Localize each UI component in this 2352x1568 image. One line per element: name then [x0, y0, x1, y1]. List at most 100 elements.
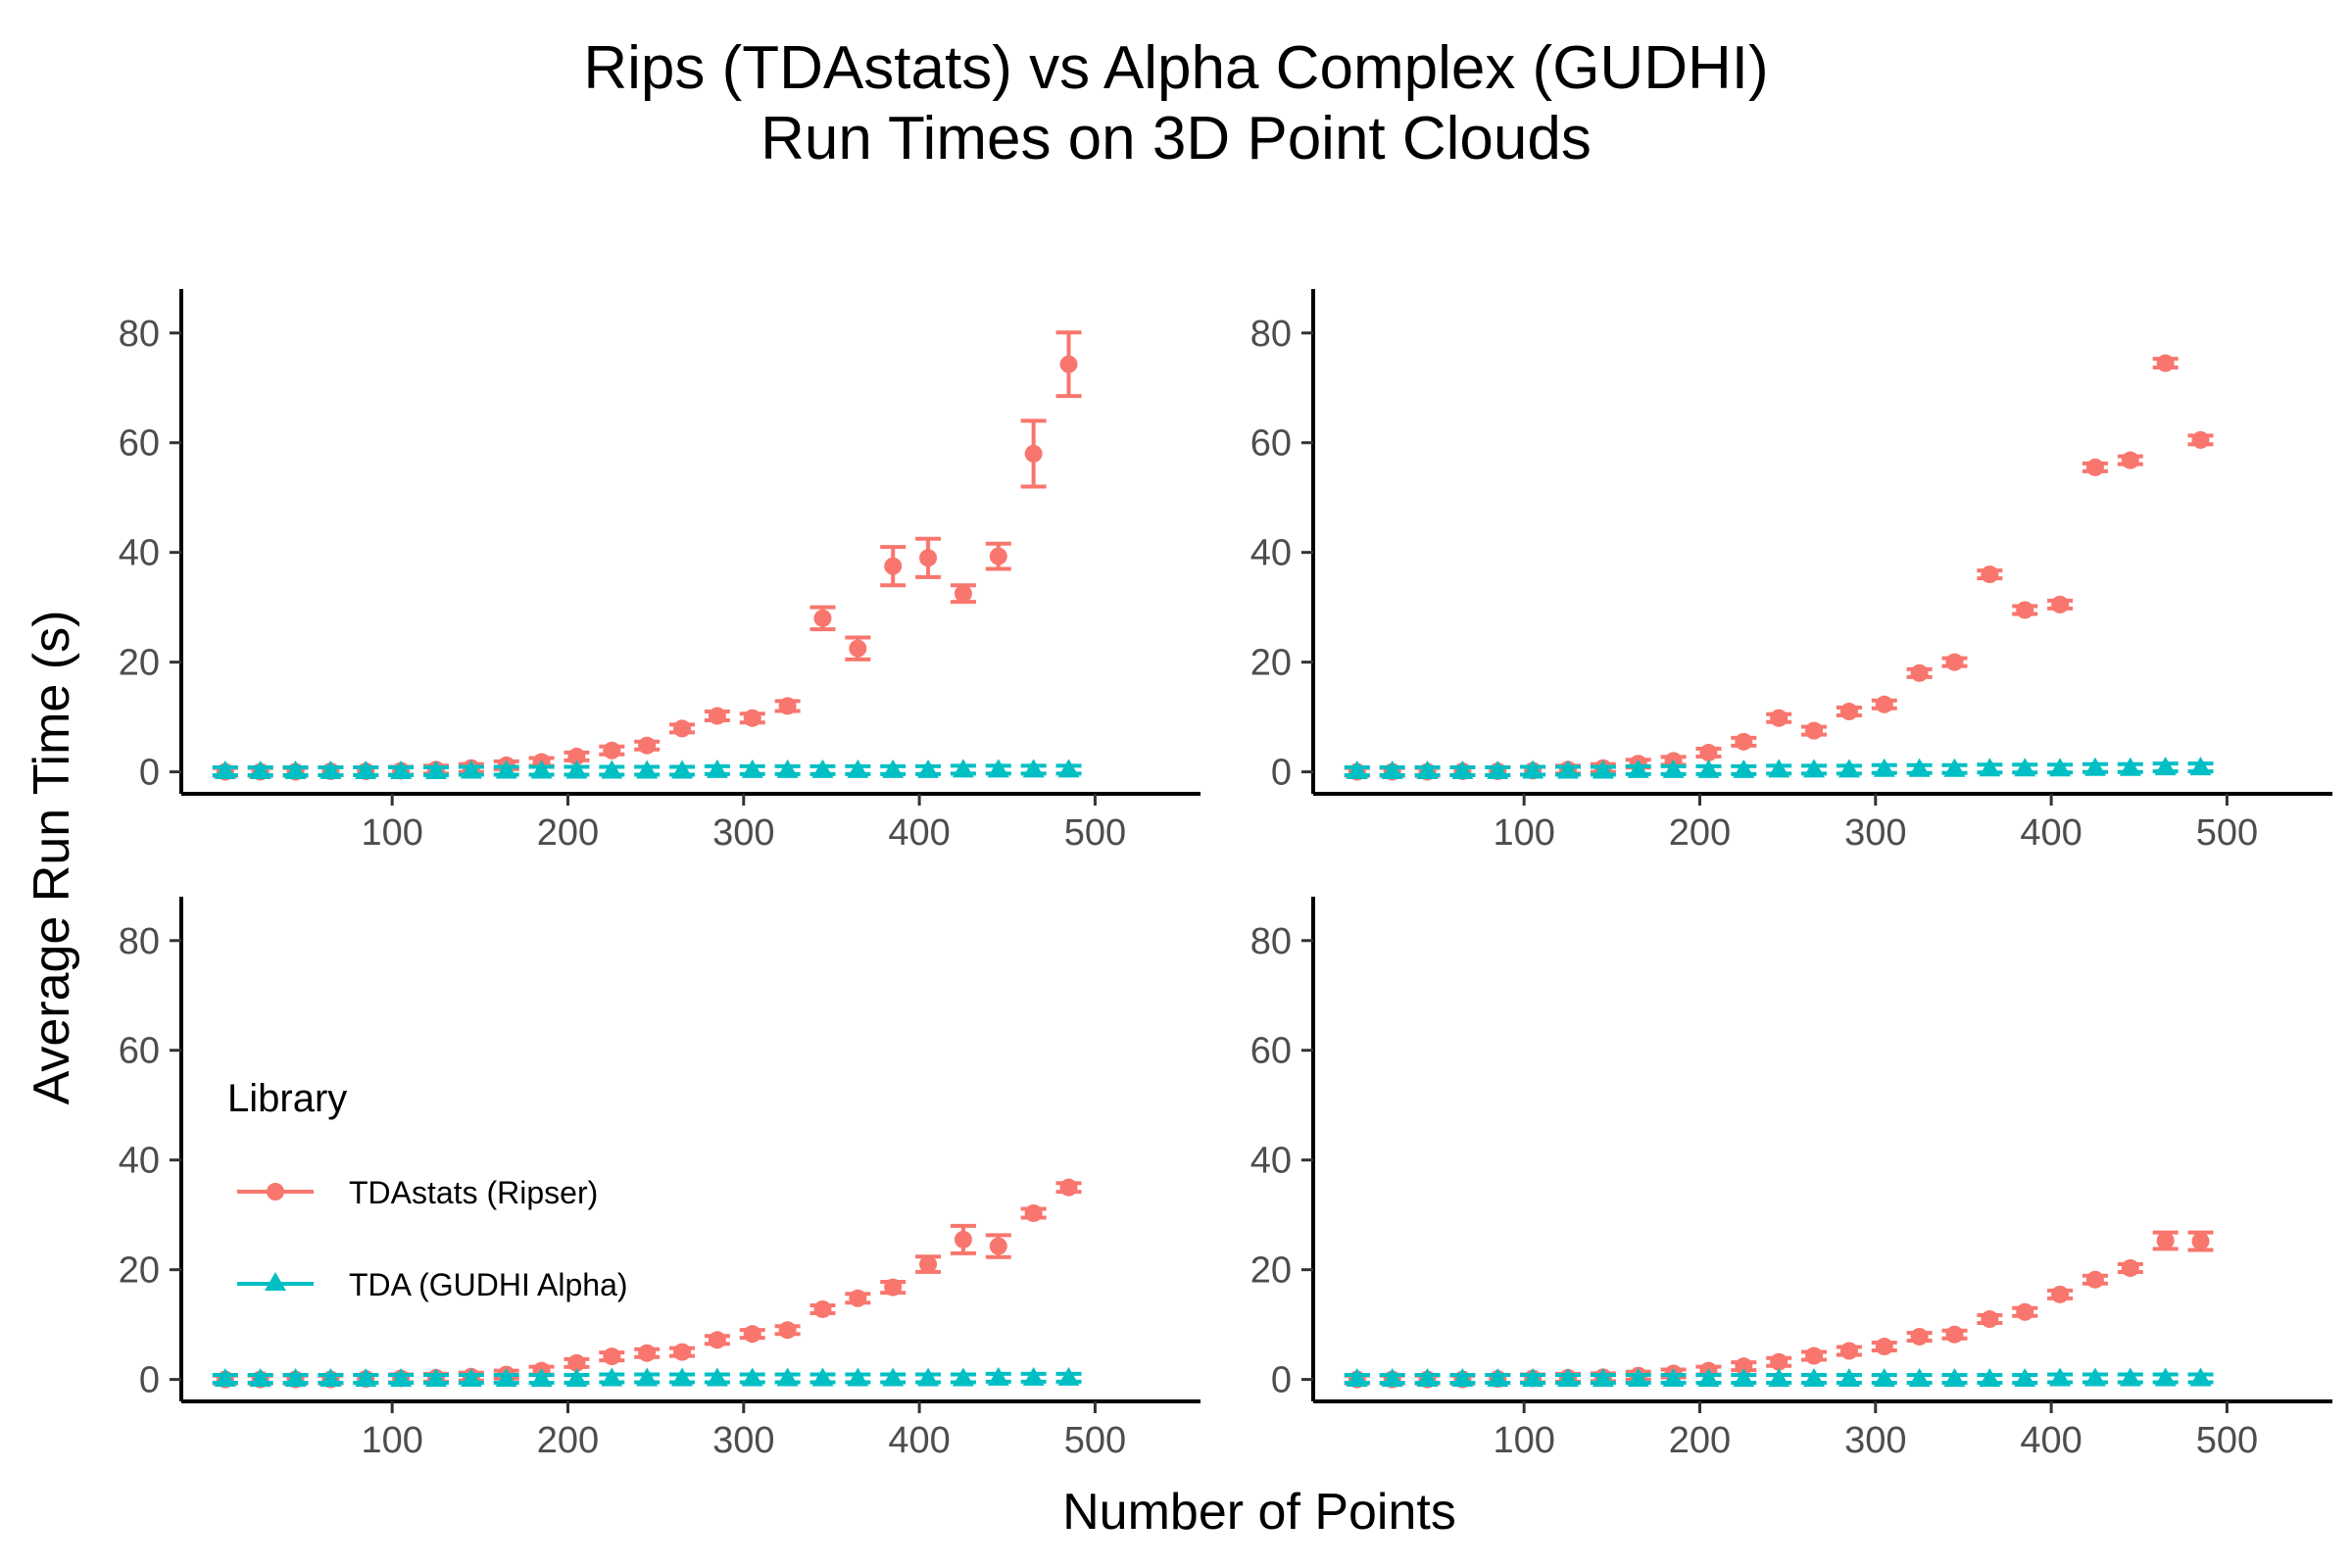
y-tick-label: 20 — [119, 643, 160, 684]
data-point-triangle — [1522, 760, 1544, 779]
y-tick-label: 0 — [1271, 1360, 1292, 1401]
data-point-triangle — [1803, 759, 1826, 778]
data-point-circle — [638, 1344, 657, 1362]
data-point-triangle — [2049, 1367, 2072, 1387]
data-point-triangle — [1487, 760, 1509, 780]
data-point-triangle — [882, 759, 905, 778]
data-point-triangle — [1908, 1368, 1931, 1388]
data-point-triangle — [2083, 1367, 2106, 1387]
data-point-circle — [919, 549, 938, 567]
data-point-circle — [1839, 1342, 1858, 1360]
data-point-circle — [849, 639, 867, 658]
data-point-circle — [2051, 595, 2070, 613]
data-point-circle — [1875, 1338, 1893, 1356]
data-point-circle — [603, 741, 621, 760]
data-point-circle — [884, 557, 903, 575]
data-point-triangle — [249, 760, 271, 780]
data-point-triangle — [741, 1367, 763, 1387]
data-point-circle — [1945, 1325, 1964, 1344]
x-tick-label: 400 — [888, 812, 950, 854]
data-point-circle — [567, 1353, 586, 1372]
data-point-triangle — [425, 760, 447, 780]
data-point-triangle — [776, 1367, 799, 1387]
panel-3: 0 20 40 60 80 100 200 300 400 500 — [119, 897, 1200, 1461]
data-point-triangle — [1662, 759, 1685, 778]
data-point-circle — [2191, 430, 2210, 449]
series-gudhi — [212, 759, 1082, 780]
data-point-triangle — [776, 759, 799, 778]
data-point-triangle — [1908, 758, 1931, 777]
y-tick-label: 0 — [1271, 753, 1292, 794]
data-point-triangle — [1557, 760, 1579, 779]
data-point-triangle — [1697, 759, 1720, 778]
data-point-circle — [1875, 695, 1893, 713]
data-point-triangle — [1522, 1368, 1544, 1388]
data-point-circle — [2121, 1258, 2139, 1277]
data-point-triangle — [565, 760, 588, 779]
data-point-triangle — [601, 1367, 623, 1387]
data-point-circle — [603, 1348, 621, 1366]
data-point-triangle — [741, 759, 763, 778]
data-point-triangle — [284, 760, 307, 780]
y-tick-label: 20 — [119, 1250, 160, 1292]
data-point-triangle — [811, 759, 834, 778]
data-point-triangle — [1733, 759, 1755, 778]
data-point-circle — [778, 697, 797, 715]
data-point-circle — [2016, 1302, 2034, 1321]
data-point-circle — [2085, 1270, 2104, 1289]
data-point-circle — [743, 1325, 761, 1344]
data-point-triangle — [1346, 760, 1368, 780]
legend-label-ripser: TDAstats (Ripser) — [349, 1175, 598, 1210]
data-point-triangle — [917, 1367, 940, 1387]
data-point-circle — [1735, 1357, 1753, 1376]
data-point-circle — [1981, 1310, 1999, 1329]
data-point-circle — [1945, 653, 1964, 671]
panel-4: 0 20 40 60 80 100 200 300 400 500 — [1250, 897, 2332, 1461]
data-point-triangle — [987, 759, 1009, 778]
x-tick-label: 300 — [712, 1420, 774, 1461]
data-point-circle — [813, 1299, 832, 1318]
y-tick-label: 80 — [119, 314, 160, 355]
data-point-circle — [1805, 721, 1824, 740]
data-point-triangle — [882, 1367, 905, 1387]
y-tick-label: 60 — [1250, 1031, 1292, 1072]
series-ripser — [1344, 1230, 2214, 1389]
data-point-circle — [708, 1331, 726, 1349]
data-point-triangle — [214, 760, 236, 780]
y-axis-title: Average Run Time (s) — [24, 611, 80, 1105]
y-tick-label: 20 — [1250, 643, 1292, 684]
data-point-circle — [1839, 703, 1858, 721]
data-point-circle — [1910, 663, 1929, 682]
data-point-circle — [2121, 451, 2139, 469]
y-tick-label: 40 — [119, 533, 160, 574]
data-point-triangle — [2189, 1367, 2212, 1387]
data-point-triangle — [2014, 758, 2036, 777]
y-tick-label: 40 — [119, 1141, 160, 1182]
data-point-circle — [2191, 1232, 2210, 1250]
series-ripser — [212, 1178, 1082, 1389]
y-tick-label: 60 — [1250, 423, 1292, 465]
x-tick-label: 400 — [888, 1420, 950, 1461]
legend: Library TDAstats (Ripser) TDA (GUDHI Alp… — [227, 1077, 628, 1302]
y-tick-label: 20 — [1250, 1250, 1292, 1292]
data-point-circle — [849, 1289, 867, 1307]
data-point-circle — [1770, 1352, 1788, 1371]
data-point-triangle — [1838, 1368, 1860, 1388]
data-point-triangle — [1487, 1368, 1509, 1388]
data-point-circle — [813, 609, 832, 627]
x-tick-label: 300 — [1844, 812, 1906, 854]
x-tick-label: 200 — [537, 1420, 599, 1461]
legend-label-gudhi: TDA (GUDHI Alpha) — [349, 1267, 628, 1302]
data-point-triangle — [2014, 1368, 2036, 1388]
data-point-triangle — [1768, 759, 1790, 778]
data-point-triangle — [390, 1368, 413, 1388]
series-gudhi — [1344, 1367, 2214, 1388]
x-tick-label: 100 — [1493, 812, 1554, 854]
data-point-triangle — [671, 760, 694, 779]
data-point-triangle — [1451, 760, 1474, 780]
x-tick-label: 100 — [361, 1420, 422, 1461]
y-tick-label: 60 — [119, 423, 160, 465]
data-point-circle — [954, 584, 972, 603]
data-point-triangle — [355, 760, 377, 780]
x-tick-label: 200 — [1669, 812, 1731, 854]
